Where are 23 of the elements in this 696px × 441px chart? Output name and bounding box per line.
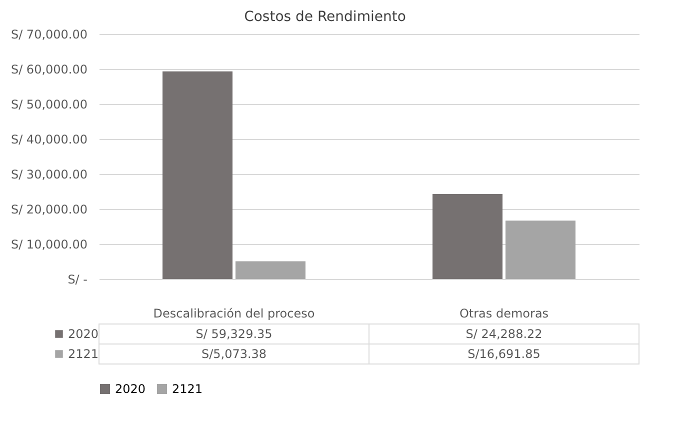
bar — [162, 71, 233, 279]
legend-label: 2020 — [68, 327, 99, 341]
y-tick-label: S/ 20,000.00 — [10, 202, 88, 216]
y-tick-label: S/ 50,000.00 — [10, 98, 88, 112]
data-label: S/ 59,329.35 — [196, 327, 272, 341]
data-label: S/5,073.38 — [201, 347, 267, 361]
chart-title: Costos de Rendimiento — [244, 9, 406, 25]
x-tick-label: Descalibración del proceso — [153, 306, 315, 320]
y-tick-label: S/ 10,000.00 — [10, 238, 88, 252]
bar — [235, 261, 306, 279]
text: 2020 — [115, 382, 146, 396]
y-tick-label: S/ 70,000.00 — [10, 28, 88, 42]
data-label: S/ 24,288.22 — [466, 327, 542, 341]
data-label: S/16,691.85 — [468, 347, 540, 361]
text: 2121 — [68, 347, 99, 361]
bar — [505, 220, 576, 279]
y-tick-label: S/ 30,000.00 — [10, 168, 88, 182]
y-tick-label: S/ - — [68, 272, 88, 286]
x-tick-label: Otras demoras — [459, 306, 549, 320]
legend-label: 2121 — [172, 382, 203, 396]
y-tick-label: S/ 40,000.00 — [10, 132, 88, 146]
bar — [432, 194, 503, 279]
y-tick-label: S/ 60,000.00 — [10, 62, 88, 76]
